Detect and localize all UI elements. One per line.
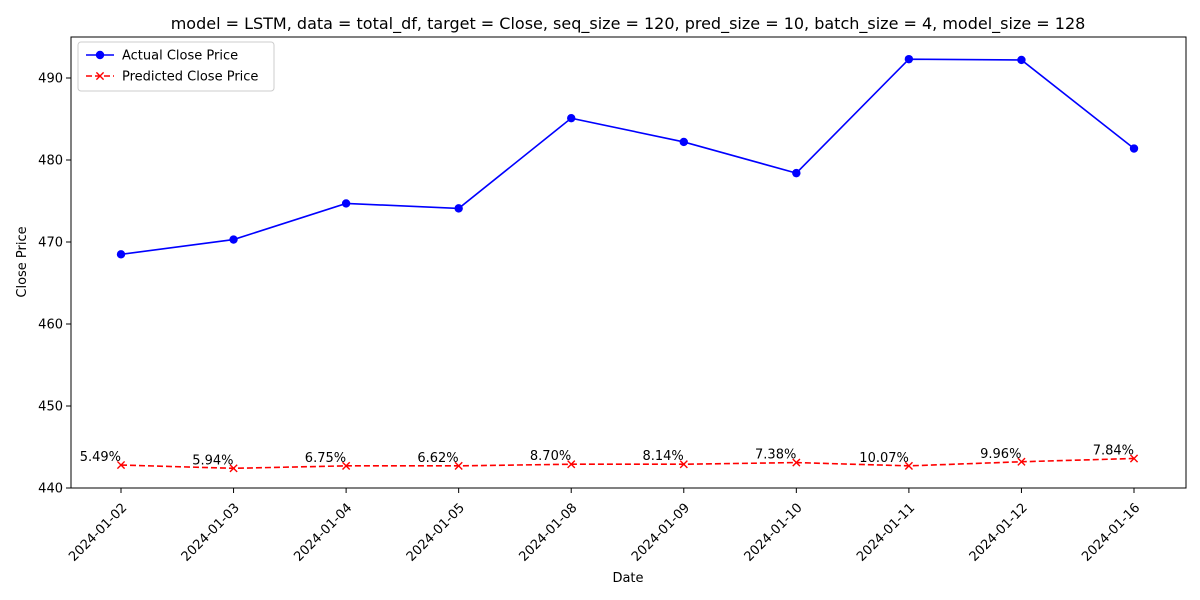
- y-axis-title: Close Price: [15, 226, 30, 297]
- error-percent-label: 9.96%: [980, 447, 1021, 462]
- predicted-close-point: [229, 464, 238, 473]
- error-percent-label: 8.70%: [530, 449, 571, 464]
- error-percent-label: 5.49%: [80, 450, 121, 465]
- y-tick-label: 460: [38, 318, 63, 333]
- x-tick-label: 2024-01-04: [291, 501, 355, 565]
- legend: Actual Close Price Predicted Close Price: [77, 41, 275, 92]
- y-tick-label: 490: [38, 72, 63, 87]
- predicted-close-point: [792, 458, 801, 467]
- x-tick-label: 2024-01-02: [66, 501, 130, 565]
- error-percent-label: 5.94%: [192, 453, 233, 468]
- error-percent-label: 8.14%: [642, 449, 683, 464]
- legend-marker: [95, 50, 105, 60]
- error-percent-label: 7.84%: [1093, 443, 1134, 458]
- actual-close-point: [792, 168, 801, 178]
- error-percent-label: 6.75%: [305, 451, 346, 466]
- predicted-close-point: [1129, 454, 1139, 463]
- predicted-close-line: [120, 457, 1135, 470]
- y-tick-label: 480: [38, 154, 63, 169]
- y-tick-label: 470: [38, 236, 63, 251]
- predicted-marker-stroke: [904, 461, 913, 470]
- predicted-marker-stroke: [342, 461, 351, 470]
- predicted-close-point: [567, 460, 576, 469]
- actual-close-point: [679, 137, 688, 147]
- x-tick-label: 2024-01-09: [629, 501, 693, 565]
- actual-close-point: [341, 199, 351, 208]
- actual-close-point: [1017, 55, 1026, 65]
- y-tick-label: 440: [38, 482, 63, 497]
- actual-close-point: [116, 250, 126, 259]
- predicted-close-point: [116, 460, 126, 470]
- actual-close-point: [567, 113, 576, 123]
- predicted-marker-stroke: [679, 460, 688, 469]
- predicted-close-point: [904, 461, 913, 470]
- x-tick-label: 2024-01-10: [742, 501, 806, 565]
- predicted-close-point: [679, 460, 688, 469]
- x-tick-label: 2024-01-11: [854, 501, 918, 565]
- x-tick-label: 2024-01-03: [179, 501, 243, 565]
- predicted-marker-stroke: [792, 458, 801, 467]
- x-tick-label: 2024-01-05: [404, 501, 468, 565]
- predicted-marker-stroke: [229, 464, 238, 473]
- x-tick-label: 2024-01-12: [967, 501, 1031, 565]
- actual-close-line: [120, 58, 1135, 256]
- plot-area: [70, 36, 1187, 489]
- x-tick-label: 2024-01-08: [516, 501, 580, 565]
- x-axis-title: Date: [612, 571, 643, 586]
- legend-box: [77, 41, 275, 92]
- actual-close-point: [229, 235, 238, 244]
- legend-label: Predicted Close Price: [122, 70, 258, 85]
- predicted-marker-stroke: [1017, 457, 1026, 466]
- actual-close-point: [904, 54, 914, 64]
- chart-title: model = LSTM, data = total_df, target = …: [171, 14, 1086, 34]
- predicted-marker-stroke: [567, 460, 576, 469]
- actual-close-point: [454, 204, 463, 213]
- predicted-close-point: [454, 461, 463, 470]
- actual-close-point: [1129, 144, 1139, 153]
- predicted-close-point: [342, 461, 351, 470]
- predicted-marker-stroke: [1129, 454, 1139, 463]
- legend-marker: [95, 71, 105, 81]
- series-layer: 5.49% 5.94% 6.75% 6.62% 8.70% 8.14% 7.38% 10.07…: [80, 54, 1139, 473]
- x-tick-label: 2024-01-16: [1079, 501, 1143, 565]
- predicted-close-point: [1017, 457, 1026, 466]
- predicted-marker-stroke: [116, 460, 126, 470]
- y-tick-label: 450: [38, 400, 63, 415]
- x-axis: 2024-01-02 2024-01-03 2024-01-04 2024-01-05…: [66, 488, 1143, 565]
- y-axis: 440 450 460 470 480 490: [38, 72, 71, 497]
- error-percent-label: 7.38%: [755, 448, 796, 463]
- legend-label: Actual Close Price: [122, 49, 238, 64]
- error-percent-label: 10.07%: [859, 451, 909, 466]
- predicted-marker-stroke: [454, 461, 463, 470]
- error-percent-label: 6.62%: [417, 451, 458, 466]
